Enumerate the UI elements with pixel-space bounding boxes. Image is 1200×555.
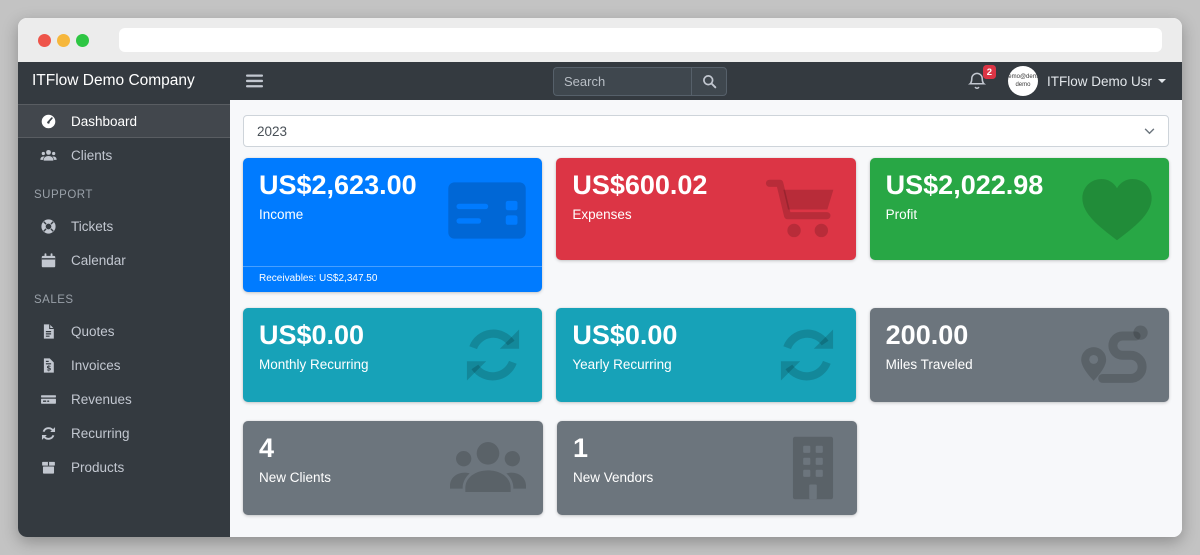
card-value: 1 [573,433,589,463]
bell-icon [967,72,986,89]
miles-traveled-card: 200.00 Miles Traveled [869,308,1169,402]
sidebar-section-support: SUPPORT [34,189,93,201]
card-label: Miles Traveled [885,356,973,372]
sidebar-item-label: Dashboard [71,113,138,129]
sidebar-menu: Dashboard Clients SUPPORT Tickets [18,100,230,484]
file-invoice-dollar-icon: $ [39,356,58,375]
browser-chrome [18,18,1182,62]
tachometer-icon [39,112,58,131]
sidebar-item-tickets[interactable]: Tickets [18,209,230,243]
shopping-cart-icon [765,178,841,241]
box-icon [39,458,58,477]
money-check-icon [39,390,58,409]
card-label: New Vendors [573,469,654,485]
avatar-text: demo [1015,82,1031,88]
sidebar-item-label: Clients [71,147,113,163]
sidebar-item-invoices[interactable]: $ Invoices [18,348,230,382]
card-value: US$2,022.98 [885,170,1044,200]
dashboard-content: 2023 US$2,623.00 Income [230,100,1182,537]
credit-card-icon [447,180,527,241]
sidebar-item-label: Recurring [71,425,130,441]
card-label: New Clients [259,469,332,485]
card-value: US$600.02 [572,170,708,200]
income-card: US$2,623.00 Income Receivables: US$2,347… [243,158,543,292]
svg-text:$: $ [46,363,51,372]
new-vendors-card: 1 New Vendors [557,421,857,515]
monthly-recurring-card: US$0.00 Monthly Recurring [243,308,543,402]
sidebar-item-label: Tickets [71,218,114,234]
users-icon [39,146,58,165]
year-select-value: 2023 [257,123,288,139]
search-input[interactable] [553,66,691,96]
hamburger-icon [246,74,263,88]
card-value: 200.00 [885,320,969,350]
expenses-card: US$600.02 Expenses [556,158,856,260]
card-value: US$0.00 [572,320,678,350]
card-value: US$0.00 [259,320,365,350]
new-clients-card: 4 New Clients [243,421,543,515]
sync-icon [39,424,58,443]
avatar: demo@demo demo [1007,66,1038,96]
sync-icon [773,321,841,389]
users-icon [448,435,528,502]
window-close-button[interactable] [38,33,51,47]
year-select[interactable]: 2023 [243,115,1169,147]
chevron-down-icon [1144,127,1155,134]
browser-window: ITFlow Demo Company Dashboard Clients [18,18,1182,537]
sidebar-item-label: Calendar [71,252,126,268]
sidebar-item-calendar[interactable]: Calendar [18,243,230,277]
sidebar-item-dashboard[interactable]: Dashboard [18,104,230,138]
user-menu[interactable]: demo@demo demo ITFlow Demo Usr [1007,66,1166,96]
profit-card: US$2,022.98 Profit [869,158,1169,260]
sync-icon [459,321,527,389]
calendar-icon [39,251,58,270]
yearly-recurring-card: US$0.00 Yearly Recurring [556,308,856,402]
avatar-text: demo@demo [1008,73,1038,80]
sidebar-item-label: Revenues [71,391,132,407]
card-value: 4 [259,433,275,463]
building-icon [784,435,842,502]
card-value: US$2,623.00 [259,170,417,200]
search-button[interactable] [691,66,727,96]
sidebar-item-label: Products [71,459,125,475]
card-label: Expenses [572,206,632,222]
top-navbar: 2 demo@demo demo ITFlow Demo Usr [230,62,1182,100]
card-label: Yearly Recurring [572,356,672,372]
sidebar-item-quotes[interactable]: Quotes [18,314,230,348]
sidebar-item-revenues[interactable]: Revenues [18,382,230,416]
sidebar: ITFlow Demo Company Dashboard Clients [18,62,230,537]
card-footer: Receivables: US$2,347.50 [243,266,543,292]
heart-icon [1080,176,1154,243]
sidebar-item-label: Invoices [71,357,121,373]
sidebar-section-sales: SALES [34,294,74,306]
card-label: Profit [885,206,918,222]
brand-title: ITFlow Demo Company [32,72,195,89]
window-zoom-button[interactable] [76,33,89,47]
search-form [553,66,727,96]
sidebar-item-products[interactable]: Products [18,450,230,484]
notification-badge: 2 [982,65,996,80]
sidebar-item-recurring[interactable]: Recurring [18,416,230,450]
file-alt-icon [39,322,58,341]
user-name: ITFlow Demo Usr [1046,73,1152,89]
caret-down-icon [1158,79,1166,83]
menu-toggle-button[interactable] [246,74,263,88]
window-minimize-button[interactable] [57,33,70,47]
route-icon [1078,322,1154,389]
search-icon [702,74,716,88]
notifications-button[interactable]: 2 [967,65,996,91]
sidebar-item-clients[interactable]: Clients [18,138,230,172]
address-bar[interactable] [119,28,1162,52]
sidebar-item-label: Quotes [71,323,115,339]
life-ring-icon [39,217,58,236]
card-label: Income [259,206,304,222]
card-label: Monthly Recurring [259,356,369,372]
